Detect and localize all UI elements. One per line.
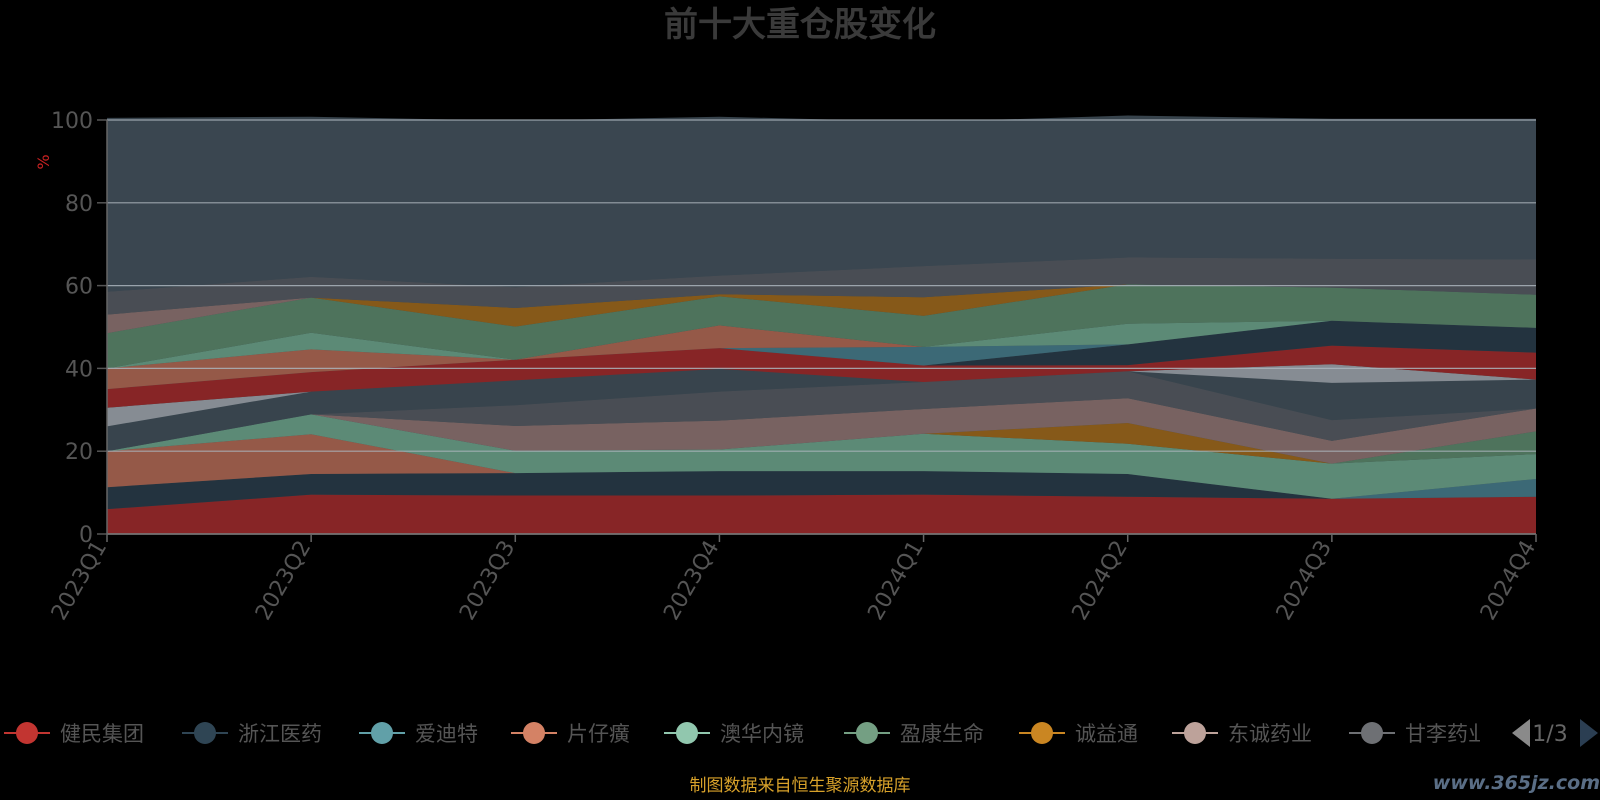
legend-marker-icon [856,722,878,744]
legend-item[interactable]: 澳华内镜 [664,722,804,746]
area-series-4 [107,414,1536,499]
legend-item[interactable]: 健民集团 [4,722,144,746]
legend: 健民集团 浙江医药 爱迪特 片仔癀 澳华内镜 盈康生命 诚益通 东诚药业 甘李药业 [4,712,1510,752]
legend-marker-icon [16,722,38,744]
x-tick-label: 2024Q3 [1272,537,1337,625]
area-series-20 [107,115,1536,292]
area-series-15 [107,320,1536,369]
legend-label: 东诚药业 [1228,722,1312,746]
x-tick-label: 2023Q1 [47,537,112,625]
footer-source: 制图数据来自恒生聚源数据库 [690,776,911,796]
x-tick-label: 2023Q4 [659,537,724,625]
x-tick-label: 2024Q4 [1476,537,1541,625]
legend-next-icon[interactable] [1580,719,1598,747]
legend-marker-icon [676,722,698,744]
area-series-9 [107,368,1536,452]
legend-marker-icon [371,722,393,744]
x-tick-label: 2023Q3 [455,537,520,625]
legend-mask [1480,712,1510,752]
y-tick-label: 100 [51,109,93,134]
area-series-16 [107,284,1536,369]
x-tick-label: 2024Q2 [1068,537,1133,625]
area-series-0 [107,494,1536,534]
legend-marker-icon [1031,722,1053,744]
area-series-1 [107,471,1536,510]
legend-page-indicator: 1/3 [1532,722,1567,747]
legend-label: 诚益通 [1075,722,1138,746]
y-axis-label: % [34,154,53,169]
legend-label: 浙江医药 [238,722,322,746]
area-series-10 [107,364,1536,427]
legend-label: 片仔癀 [567,722,630,746]
legend-item[interactable]: 东诚药业 [1172,722,1312,746]
legend-item[interactable]: 片仔癀 [511,722,630,746]
watermark: www.365jz.com [1433,772,1600,794]
legend-label: 健民集团 [60,722,144,746]
area-series-7 [107,398,1536,464]
legend-marker-icon [1361,722,1383,744]
legend-label: 甘李药业 [1405,722,1489,746]
legend-label: 盈康生命 [900,722,984,746]
legend-item[interactable]: 爱迪特 [359,722,478,746]
area-series-5 [107,414,1536,464]
legend-marker-icon [1184,722,1206,744]
area-series-13 [107,320,1536,390]
legend-item[interactable]: 浙江医药 [182,722,322,746]
y-tick-label: 20 [65,440,93,465]
legend-prev-icon[interactable] [1512,719,1530,747]
legend-item[interactable]: 甘李药业 [1349,722,1489,746]
area-series-11 [107,345,1536,408]
y-axis: 0 20 40 60 80 100 [51,109,108,548]
area-series-14 [107,320,1536,390]
legend-item[interactable]: 诚益通 [1019,722,1138,746]
legend-label: 澳华内镜 [720,722,804,746]
x-axis: 2023Q1 2023Q2 2023Q3 2023Q4 2024Q1 2024Q2 2024… [47,534,1541,625]
area-series-17 [107,284,1536,334]
area-series-2 [107,471,1536,499]
area-series-3 [107,434,1536,499]
chart-title: 前十大重仓股变化 [664,5,936,45]
x-tick-label: 2023Q2 [251,537,316,625]
y-tick-label: 40 [65,357,93,382]
legend-label: 爱迪特 [415,722,478,746]
legend-marker-icon [523,722,545,744]
grid-lines [107,119,1536,535]
y-tick-label: 60 [65,275,93,300]
area-series-12 [107,320,1536,390]
legend-pager: 1/3 [1512,719,1598,747]
area-series-8 [107,371,1536,452]
legend-item[interactable]: 盈康生命 [844,722,984,746]
y-tick-label: 0 [79,523,93,548]
y-tick-label: 80 [65,192,93,217]
legend-marker-icon [194,722,216,744]
x-tick-label: 2024Q1 [863,537,928,625]
area-series [107,115,1536,534]
